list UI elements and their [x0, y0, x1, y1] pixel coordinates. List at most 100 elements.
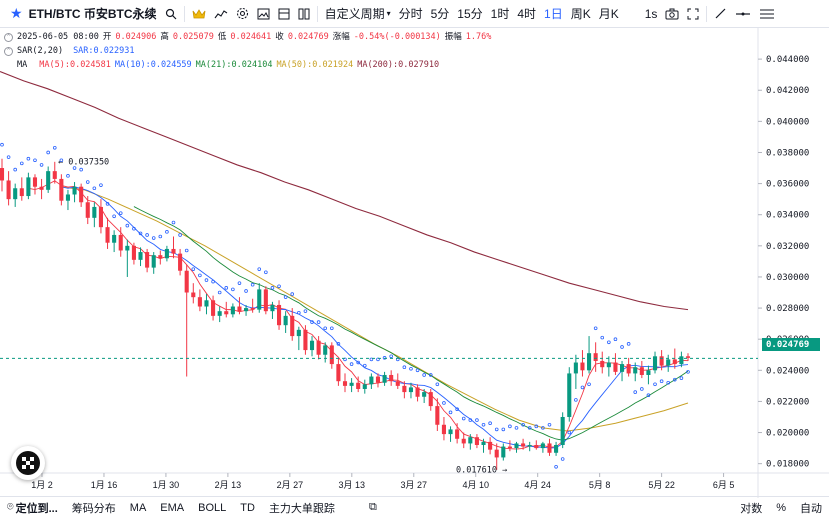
low-value: 0.024641: [230, 32, 272, 42]
layout-icon[interactable]: [274, 0, 294, 28]
x-tick-label: 1月 30: [153, 480, 180, 490]
interval-1w[interactable]: 周K: [570, 7, 591, 21]
symbol-selector[interactable]: ETH/BTC 币安BTC永续: [28, 7, 157, 21]
sar-dot: [0, 142, 4, 147]
sar-dot: [626, 342, 631, 346]
sar-dot: [59, 158, 64, 163]
interval-1s[interactable]: 1s: [644, 6, 658, 21]
separator: [316, 5, 318, 22]
interval-5m[interactable]: 5分: [430, 7, 450, 21]
interval-15m[interactable]: 15分: [457, 7, 483, 21]
sar-dot: [501, 427, 506, 432]
candle-body: [164, 248, 169, 259]
menu-icon[interactable]: [755, 0, 779, 28]
image-icon[interactable]: [253, 0, 274, 28]
sar-dot: [303, 309, 308, 313]
candle-body: [145, 252, 150, 268]
compare-icon[interactable]: [294, 0, 314, 28]
fullscreen-icon[interactable]: [683, 0, 703, 28]
indicator-ma[interactable]: MA: [129, 501, 147, 514]
indicator-chart-icon[interactable]: [210, 0, 232, 28]
edit-icon[interactable]: ⧉: [368, 501, 377, 513]
custom-period-dropdown[interactable]: 自定义周期 ▾: [321, 0, 395, 28]
interval-timeline[interactable]: 分时: [398, 7, 423, 21]
candle-body: [356, 382, 361, 389]
candle-body: [448, 429, 453, 435]
candle-body: [369, 376, 374, 385]
sar-dot: [264, 270, 268, 275]
sar-dot: [600, 335, 605, 340]
ma21-value: MA(21):0.024104: [195, 60, 273, 70]
sar-dot: [389, 354, 393, 359]
indicator-td[interactable]: TD: [240, 501, 255, 514]
sar-dot: [211, 279, 215, 284]
candle-body: [79, 186, 84, 203]
candle-body: [501, 446, 506, 458]
candle-body: [131, 245, 136, 260]
locate-button[interactable]: 定位到...: [15, 502, 58, 515]
star-icon[interactable]: ★: [10, 5, 23, 21]
candle-body: [59, 178, 64, 201]
indicator-boll[interactable]: BOLL: [198, 501, 227, 514]
x-tick-label: 1月 2: [31, 480, 53, 490]
price-chart[interactable]: 0.044000 0.042000 0.040000 0.038000 0.036000…: [0, 28, 829, 498]
sar-dot: [362, 363, 367, 368]
crown-icon[interactable]: [188, 0, 210, 28]
x-tick-label: 5月 22: [648, 480, 675, 490]
high-value: 0.025079: [172, 32, 214, 42]
indicator-large-orders[interactable]: 主力大单跟踪: [268, 502, 335, 515]
sar-dot: [521, 422, 525, 427]
trendline-icon[interactable]: [710, 0, 731, 28]
candle-body: [402, 385, 407, 393]
sar-dot: [580, 385, 585, 390]
horizontal-line-icon[interactable]: [731, 0, 755, 28]
sar-dot: [541, 426, 545, 430]
sar-dot: [26, 156, 31, 161]
candle-body: [685, 356, 691, 358]
sar-dot: [567, 430, 572, 435]
amp-label: 振幅: [444, 32, 462, 42]
log-scale-toggle[interactable]: 对数: [740, 502, 763, 515]
y-tick-label: 0.034000: [766, 211, 809, 221]
interval-1h[interactable]: 1时: [490, 7, 510, 21]
sar-dot: [13, 167, 17, 172]
indicator-chip-distribution[interactable]: 筹码分布: [71, 502, 116, 515]
candle-body: [0, 168, 5, 181]
interval-1d[interactable]: 1日: [544, 7, 563, 21]
sar-dot: [455, 407, 459, 412]
sar-dot: [316, 320, 321, 324]
high-label: 高: [160, 32, 169, 42]
candle-body: [666, 359, 671, 366]
sar-dot: [270, 286, 275, 290]
location-icon[interactable]: ⌾: [7, 501, 14, 513]
candle-body: [257, 289, 262, 310]
x-tick-label: 2月 27: [277, 480, 304, 490]
candle-body: [296, 329, 301, 337]
candle-body: [534, 444, 539, 449]
percent-scale-toggle[interactable]: %: [776, 501, 786, 514]
collapse-icon[interactable]: ⌃: [4, 46, 13, 56]
camera-icon[interactable]: [661, 0, 683, 28]
candle-body: [270, 304, 275, 312]
sar-dot: [633, 390, 638, 394]
settings-gear-icon[interactable]: [232, 0, 253, 28]
interval-1mo[interactable]: 月K: [598, 7, 619, 21]
candle-body: [435, 406, 440, 425]
auto-scale-toggle[interactable]: 自动: [800, 502, 822, 515]
close-value: 0.024769: [287, 32, 329, 42]
candle-body: [191, 292, 196, 298]
candle-body: [342, 381, 348, 386]
ma10-value: MA(10):0.024559: [114, 60, 192, 70]
search-icon[interactable]: [161, 0, 181, 28]
change-label: 涨幅: [332, 32, 350, 42]
candle-body: [178, 253, 183, 271]
interval-4h[interactable]: 4时: [517, 7, 537, 21]
indicator-ema[interactable]: EMA: [160, 501, 185, 514]
candle-body: [547, 443, 552, 453]
candle-body: [263, 289, 268, 312]
chevron-down-icon: ▾: [386, 9, 391, 18]
candle-body: [336, 364, 341, 382]
y-tick-label: 0.032000: [766, 242, 809, 252]
collapse-icon[interactable]: ⌃: [4, 32, 13, 42]
